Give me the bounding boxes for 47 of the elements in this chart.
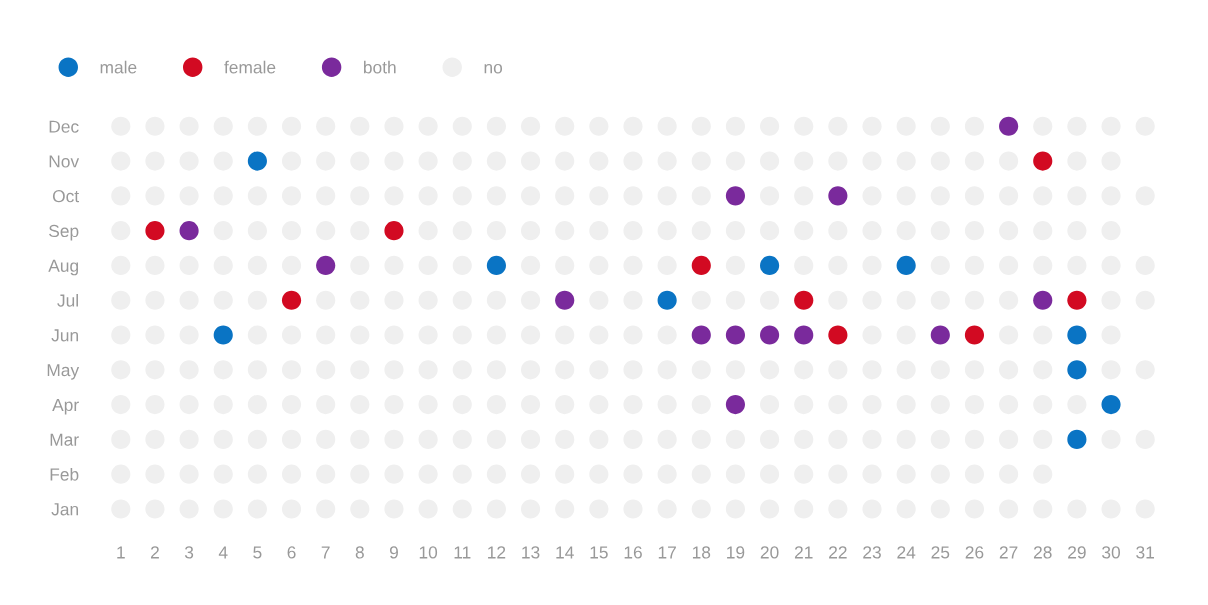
x-tick-label: 19 xyxy=(727,546,745,559)
x-tick-label: 3 xyxy=(184,546,194,559)
x-tick-label: 2 xyxy=(150,546,159,559)
x-tick-label: 30 xyxy=(1102,546,1121,559)
x-tick-label: 6 xyxy=(287,546,296,559)
x-tick-label: 12 xyxy=(488,546,506,559)
y-tick-label: Jan xyxy=(51,503,79,516)
y-tick-label: Aug xyxy=(48,259,79,276)
x-tick-label: 26 xyxy=(965,546,984,559)
x-tick-label: 25 xyxy=(931,546,950,559)
x-tick-label: 1 xyxy=(117,546,125,559)
y-tick-label: Oct xyxy=(52,190,80,203)
x-tick-label: 11 xyxy=(454,546,471,559)
x-tick-label: 14 xyxy=(556,546,574,559)
x-tick-label: 27 xyxy=(999,546,1018,559)
y-tick-label: Nov xyxy=(49,155,80,168)
y-tick-label: Feb xyxy=(50,467,79,481)
x-tick-label: 7 xyxy=(321,546,330,559)
x-tick-label: 29 xyxy=(1068,546,1086,559)
x-tick-label: 18 xyxy=(692,546,711,559)
y-tick-label: May xyxy=(47,364,80,380)
y-tick-label: Jul xyxy=(57,293,78,307)
x-tick-label: 28 xyxy=(1033,546,1052,559)
y-tick-label: Apr xyxy=(52,398,79,415)
x-tick-label: 31 xyxy=(1136,546,1154,559)
legend-label: male xyxy=(100,60,137,74)
y-tick-label: Dec xyxy=(49,120,79,133)
x-tick-label: 4 xyxy=(218,546,228,559)
x-tick-label: 8 xyxy=(355,546,364,559)
x-tick-label: 10 xyxy=(419,546,438,559)
legend-label: both xyxy=(363,60,396,74)
x-tick-label: 13 xyxy=(522,546,540,559)
x-tick-label: 5 xyxy=(253,546,262,559)
x-tick-label: 9 xyxy=(389,546,398,559)
y-tick-label: Sep xyxy=(49,224,79,241)
x-tick-label: 23 xyxy=(863,546,881,559)
legend-label: no xyxy=(484,63,503,74)
x-tick-label: 21 xyxy=(794,546,813,559)
x-tick-label: 24 xyxy=(897,546,916,559)
x-tick-label: 15 xyxy=(590,546,608,559)
x-tick-label: 22 xyxy=(829,546,847,559)
x-tick-label: 16 xyxy=(624,546,642,559)
x-tick-label: 20 xyxy=(760,546,779,559)
y-tick-label: Mar xyxy=(50,433,79,446)
x-tick-label: 17 xyxy=(658,546,676,559)
y-tick-label: Jun xyxy=(51,329,79,342)
legend-label: female xyxy=(224,60,276,74)
